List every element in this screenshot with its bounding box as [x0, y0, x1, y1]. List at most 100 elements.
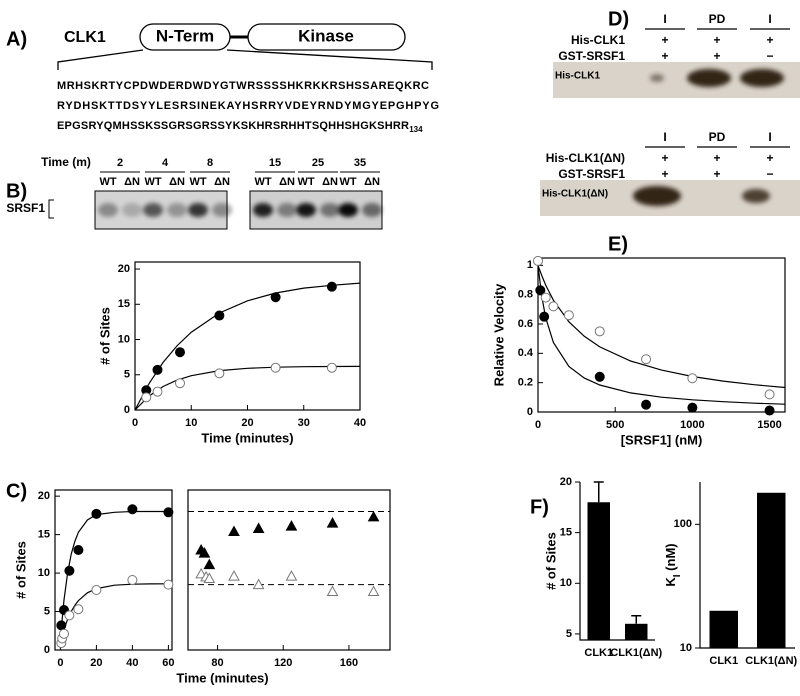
bar [757, 492, 786, 648]
sign: + [766, 151, 773, 165]
triangle-marker [198, 547, 211, 558]
circle-marker [175, 347, 185, 358]
y-tick-label: 10 [118, 333, 130, 345]
triangle-marker [228, 570, 240, 581]
y-axis-label-part: (nM) [663, 543, 678, 574]
triangle-marker [326, 585, 339, 597]
circle-marker [270, 292, 281, 303]
circle-marker [539, 311, 550, 322]
lane-label: WT [189, 176, 206, 188]
band-label: SRSF1 [6, 201, 45, 215]
time-value: 8 [207, 157, 213, 169]
sign: + [713, 151, 720, 165]
y-tick-label: 20 [118, 263, 130, 275]
y-axis-label-part: K [663, 577, 678, 587]
sign: + [661, 151, 668, 165]
y-tick-label: 15 [38, 529, 50, 541]
y-tick-label: 5 [124, 369, 130, 381]
x-tick-label: 0 [57, 657, 63, 669]
y-tick-label: 1 [527, 259, 533, 271]
blot-band [740, 69, 784, 87]
column-label: I [768, 130, 771, 144]
x-tick-label: CLK1(ΔN) [745, 655, 797, 667]
axis-frame [187, 489, 391, 651]
fit-curve [59, 510, 169, 639]
triangle-marker [203, 572, 216, 583]
gel-band [122, 203, 142, 217]
sign: + [661, 33, 668, 47]
blot-band [742, 189, 770, 203]
circle-marker [594, 371, 605, 382]
sign: + [713, 49, 720, 63]
circle-marker [548, 301, 559, 312]
circle-marker [152, 386, 163, 397]
row-label: GST-SRSF1 [558, 167, 625, 181]
y-tick-label: 10 [680, 642, 692, 654]
circle-marker [687, 402, 698, 413]
x-tick-label: 10 [185, 417, 197, 429]
triangle-marker [326, 517, 339, 528]
sequence-text: EPGSRYQMHSSKSSGRSGRSSYKSKHRSRHHTSQHHSHGK… [57, 120, 409, 132]
y-axis-label: KI (nM) [663, 543, 682, 586]
y-tick-label: 15 [118, 298, 130, 310]
protein-name: CLK1 [64, 29, 106, 46]
circle-marker [326, 281, 337, 292]
gel-band [296, 203, 316, 217]
time-value: 15 [269, 157, 281, 169]
x-axis-label: Time (minutes) [176, 670, 268, 685]
error-bar [593, 481, 604, 503]
x-tick-label: 0 [132, 417, 138, 429]
y-tick-label: 100 [674, 518, 692, 530]
circle-marker [687, 373, 698, 384]
band-label: His-CLK1(ΔN) [542, 189, 608, 200]
panel-label: A) [6, 28, 27, 50]
column-label: I [768, 12, 771, 26]
circle-marker [56, 620, 67, 631]
sequence-line: MRHSKRTYCPDWDERDWDYGTWRSSSSHKRKKRSHSSARE… [57, 80, 429, 92]
y-tick-label: 5 [566, 628, 572, 640]
domain-box [247, 23, 406, 51]
circle-marker [163, 579, 174, 590]
triangle-marker [203, 558, 216, 570]
row-label: His-CLK1(ΔN) [546, 151, 625, 165]
circle-marker [563, 310, 574, 321]
lane-label: WT [339, 176, 356, 188]
fit-curve [59, 583, 169, 643]
lane-label: ΔN [364, 176, 380, 188]
lane-label: ΔN [169, 176, 185, 188]
y-tick-label: 20 [38, 490, 50, 502]
y-tick-label: 0 [44, 644, 50, 656]
domain-label: Kinase [298, 26, 354, 45]
triangle-marker [285, 570, 298, 581]
blot-band [650, 74, 664, 82]
y-axis-label: # of Sites [543, 532, 558, 590]
y-tick-label: 0 [124, 404, 130, 416]
column-label: PD [709, 130, 726, 144]
circle-marker [533, 255, 543, 266]
panel-label: D) [608, 8, 629, 30]
gel-band [320, 203, 340, 217]
x-tick-label: 80 [211, 657, 223, 669]
column-label: PD [709, 12, 726, 26]
bar [587, 502, 610, 640]
circle-marker [594, 326, 605, 337]
circle-marker [163, 507, 174, 518]
gel-band [98, 203, 118, 217]
y-axis-label: # of Sites [97, 307, 112, 365]
lane-label: WT [99, 176, 116, 188]
lane-label: ΔN [322, 176, 338, 188]
circle-marker [214, 310, 225, 321]
bracket [48, 199, 54, 219]
y-tick-label: 0 [527, 406, 533, 418]
circle-marker [73, 604, 84, 615]
sequence-line: RYDHSKTTDSYYLESRSINEKAYHSRRYVDEYRNDYMGYE… [57, 100, 439, 112]
gel-band [188, 203, 208, 217]
sign: − [766, 49, 773, 63]
x-tick-label: 20 [241, 417, 253, 429]
fit-curve [537, 265, 786, 389]
lane-label: WT [144, 176, 161, 188]
panel-label: B) [6, 180, 27, 202]
circle-marker [764, 405, 775, 416]
y-tick-label: 0.4 [518, 347, 534, 359]
